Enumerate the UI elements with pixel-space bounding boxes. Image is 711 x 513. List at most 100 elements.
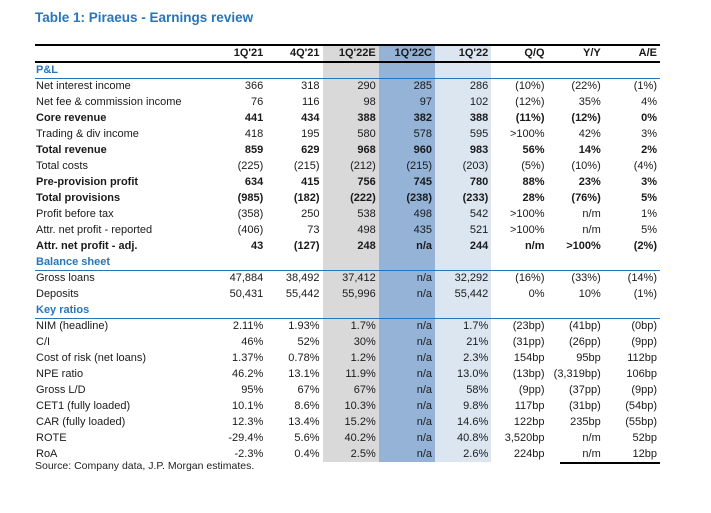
value-cell: n/a	[378, 382, 435, 398]
value-cell: 441	[244, 112, 264, 124]
value-cell: >100%	[509, 128, 545, 140]
table-row: Attr. net profit - adj. 43 (127) 248 n/a 244 n…	[35, 238, 660, 254]
value-cell: 195	[301, 128, 320, 140]
column-header-4q-21: 4Q'21	[266, 45, 323, 63]
value-cell: 5%	[641, 224, 657, 236]
value-cell: 0.78%	[288, 352, 320, 364]
value-cell: 43	[251, 240, 264, 252]
value-cell: 116	[301, 96, 320, 108]
value-cell: (10%)	[515, 80, 545, 93]
value-cell: n/a	[378, 398, 435, 414]
value-cell: (4%)	[633, 160, 657, 172]
value-cell: (26pp)	[568, 336, 601, 348]
value-cell: 248	[322, 238, 379, 254]
value-cell: (23bp)	[512, 320, 545, 333]
value-cell: (985)	[237, 192, 264, 204]
value-cell: -2.3%	[234, 448, 264, 460]
section-empty-cell	[266, 254, 323, 271]
value-cell: 366	[244, 80, 264, 93]
row-label: CET1 (fully loaded)	[36, 400, 131, 412]
section-label: P&L	[35, 62, 210, 79]
value-cell: 106bp	[626, 368, 657, 380]
value-cell: 67%	[297, 384, 320, 396]
value-cell: n/m	[582, 208, 601, 220]
section-empty-cell	[378, 254, 435, 271]
value-cell: (1%)	[633, 80, 657, 93]
value-cell: 10.3%	[322, 398, 379, 414]
value-cell: 5%	[641, 192, 657, 204]
section-empty-cell	[322, 62, 379, 79]
value-cell: 418	[244, 128, 264, 140]
value-cell: 1%	[641, 208, 657, 220]
value-cell: (233)	[435, 190, 492, 206]
total-underline	[560, 462, 660, 464]
value-cell: 28%	[522, 192, 545, 204]
row-label: Net fee & commission income	[36, 96, 182, 108]
value-cell: n/m	[582, 448, 601, 460]
value-cell: 8.6%	[294, 400, 320, 412]
value-cell: 388	[435, 110, 492, 126]
value-cell: 542	[435, 206, 492, 222]
value-cell: 244	[435, 238, 492, 254]
value-cell: 415	[301, 176, 320, 188]
value-cell: 76	[251, 96, 264, 108]
value-cell: 0%	[641, 112, 657, 124]
value-cell: (55bp)	[625, 416, 657, 428]
section-empty-cell	[378, 62, 435, 79]
value-cell: (22%)	[571, 80, 601, 93]
table-row: Attr. net profit - reported (406) 73 498 435…	[35, 222, 660, 238]
value-cell: 382	[378, 110, 435, 126]
table-row: Gross loans 47,884 38,492 37,412 n/a 32,292 (1…	[35, 270, 660, 286]
value-cell: n/a	[378, 430, 435, 446]
value-cell: 40.8%	[435, 430, 492, 446]
table-row: CET1 (fully loaded) 10.1% 8.6% 10.3% n/a 9.8%…	[35, 398, 660, 414]
value-cell: 55,442	[435, 286, 492, 302]
section-empty-cell	[322, 254, 379, 271]
value-cell: (358)	[237, 208, 264, 220]
value-cell: 983	[435, 142, 492, 158]
column-header-1q-21: 1Q'21	[210, 45, 267, 63]
table-row: NIM (headline) 2.11% 1.93% 1.7% n/a 1.7% (23bp…	[35, 318, 660, 334]
value-cell: 21%	[435, 334, 492, 350]
value-cell: (238)	[378, 190, 435, 206]
value-cell: n/m	[582, 432, 601, 444]
row-label: Total provisions	[36, 192, 121, 204]
section-empty-cell	[378, 302, 435, 319]
earnings-table-container: 1Q'21 4Q'21 1Q'22E 1Q'22C 1Q'22 Q/Q Y/Y A/E P&L…	[35, 44, 660, 464]
value-cell: 30%	[322, 334, 379, 350]
value-cell: (215)	[378, 158, 435, 174]
value-cell: 3%	[641, 176, 657, 188]
section-empty-cell	[491, 302, 548, 319]
table-row: NPE ratio 46.2% 13.1% 11.9% n/a 13.0% (13bp) (3…	[35, 366, 660, 382]
value-cell: (406)	[237, 224, 264, 236]
value-cell: 1.2%	[322, 350, 379, 366]
value-cell: 3,520bp	[504, 432, 545, 444]
value-cell: 40.2%	[322, 430, 379, 446]
section-empty-cell	[547, 302, 604, 319]
row-label: ROTE	[36, 432, 67, 444]
row-label: Net interest income	[36, 80, 131, 93]
value-cell: 521	[435, 222, 492, 238]
value-cell: 498	[322, 222, 379, 238]
value-cell: 15.2%	[322, 414, 379, 430]
value-cell: 13.0%	[435, 366, 492, 382]
value-cell: n/a	[378, 238, 435, 254]
value-cell: n/a	[378, 334, 435, 350]
section-empty-cell	[603, 302, 660, 319]
value-cell: >100%	[509, 208, 545, 220]
value-cell: 37,412	[322, 270, 379, 286]
value-cell: 32,292	[435, 270, 492, 286]
table-header: 1Q'21 4Q'21 1Q'22E 1Q'22C 1Q'22 Q/Q Y/Y A/E	[35, 45, 660, 63]
value-cell: n/m	[524, 240, 545, 252]
section-row-key-ratios: Key ratios	[35, 302, 660, 319]
table-row: C/I 46% 52% 30% n/a 21% (31pp) (26pp) (9pp)	[35, 334, 660, 350]
value-cell: (2%)	[633, 240, 657, 252]
table-row: Core revenue 441 434 388 382 388 (11%) (12%) 0%	[35, 110, 660, 126]
value-cell: 55,996	[322, 286, 379, 302]
row-label: RoA	[36, 448, 58, 460]
table-row: Total provisions (985) (182) (222) (238) (233…	[35, 190, 660, 206]
column-header-q-q: Q/Q	[491, 45, 548, 63]
value-cell: 35%	[578, 96, 601, 108]
value-cell: 154bp	[513, 352, 545, 364]
row-label: NIM (headline)	[36, 320, 109, 333]
